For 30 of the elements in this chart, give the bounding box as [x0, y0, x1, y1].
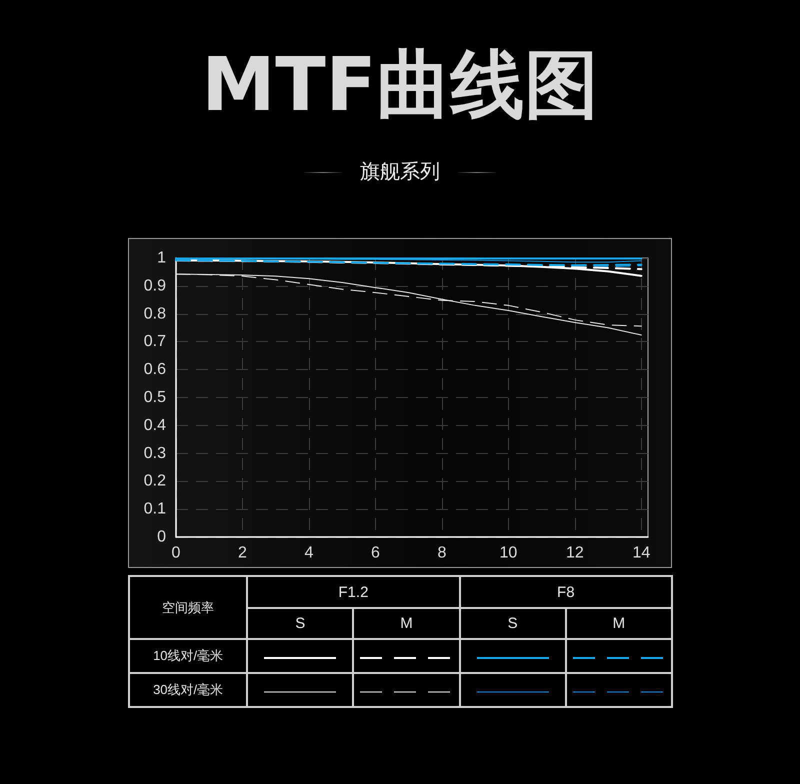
y-tick-label: 0.7: [144, 333, 166, 350]
text: M: [353, 608, 460, 639]
text: F8: [460, 576, 672, 608]
text: 10线对/毫米: [129, 639, 248, 673]
x-tick-label: 4: [304, 544, 314, 562]
text: M: [566, 608, 672, 639]
legend-title: 空间频率: [129, 576, 248, 639]
chart-subtitle: 旗舰系列: [360, 160, 440, 185]
x-tick-label: 14: [632, 544, 650, 562]
y-tick-label: 0.4: [144, 416, 166, 434]
x-tick-label: 0: [172, 544, 181, 562]
y-tick-label: 0.6: [144, 361, 166, 378]
y-tick-label: 0.5: [144, 389, 166, 406]
y-tick-label: 0.3: [144, 444, 166, 462]
y-tick-label: 0.1: [144, 500, 166, 518]
x-tick-label: 6: [370, 544, 380, 562]
y-tick-label: 0.2: [144, 472, 166, 490]
x-tick-label: 8: [437, 544, 446, 562]
y-tick-label: 0.9: [144, 277, 166, 294]
text: 30线对/毫米: [129, 673, 248, 707]
y-tick-label: 0.8: [144, 305, 166, 322]
y-tick-label: 1: [157, 250, 166, 266]
text: S: [460, 608, 566, 639]
text: F1.2: [247, 576, 460, 608]
text: S: [247, 608, 354, 639]
y-tick-label: 0: [157, 528, 166, 546]
x-tick-label: 10: [499, 544, 518, 562]
x-tick-label: 12: [566, 544, 584, 562]
chart-title: MTF曲线图: [202, 42, 598, 128]
x-tick-label: 2: [238, 544, 248, 562]
